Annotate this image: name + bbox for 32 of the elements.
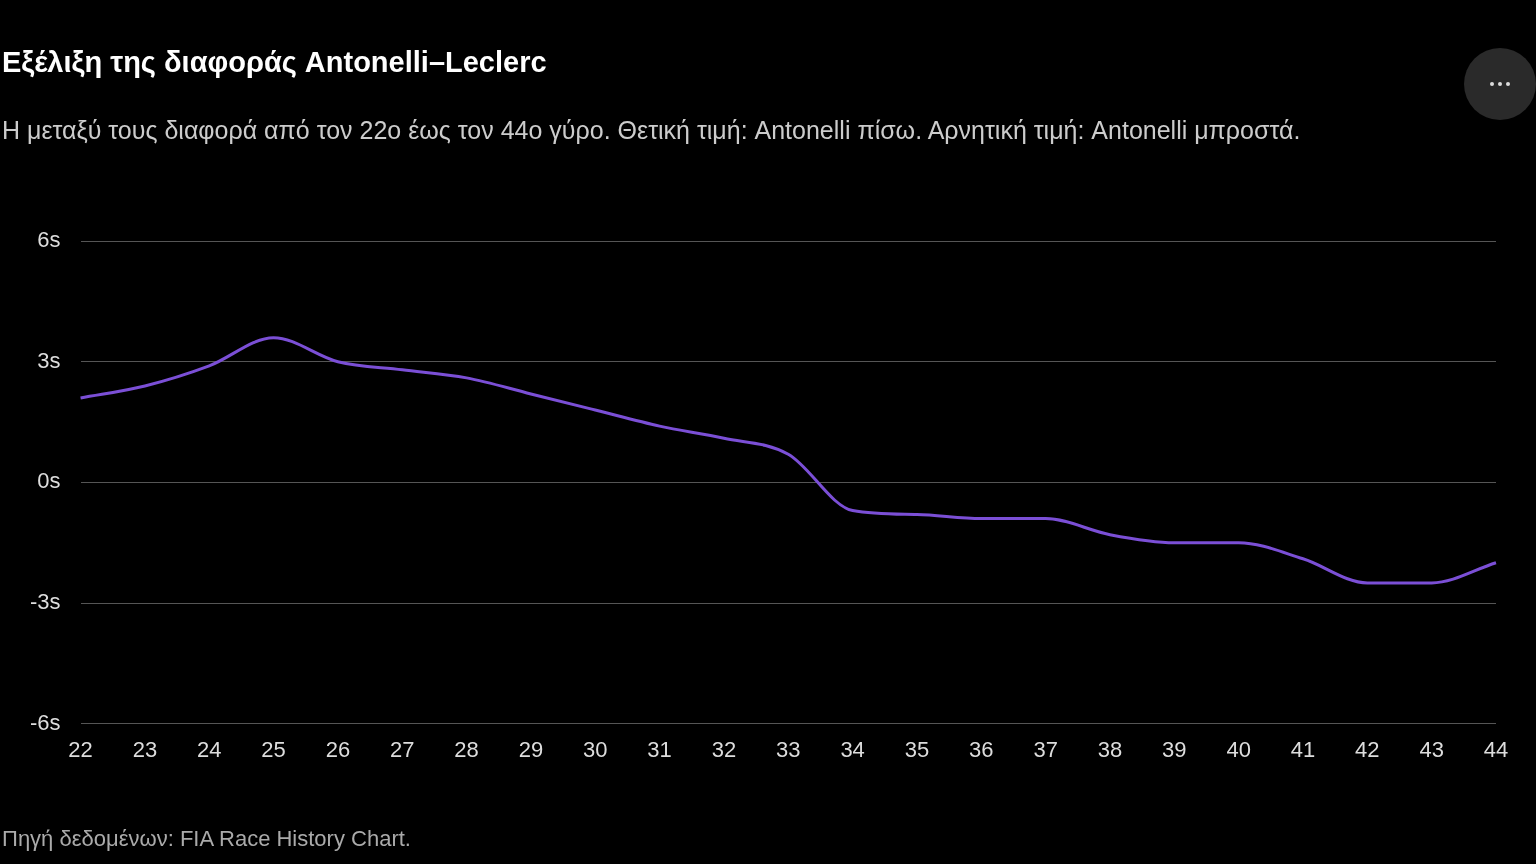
y-tick-label: 3s — [37, 347, 61, 373]
x-tick-label: 29 — [518, 736, 544, 762]
y-tick-label: 6s — [37, 227, 61, 253]
x-tick-label: 41 — [1290, 736, 1316, 762]
x-tick-label: 39 — [1162, 736, 1187, 762]
x-tick-label: 40 — [1226, 736, 1251, 762]
x-tick-label: 28 — [454, 736, 479, 762]
x-tick-label: 35 — [904, 736, 930, 762]
x-tick-label: 42 — [1355, 736, 1380, 762]
x-tick-label: 33 — [776, 736, 801, 762]
x-tick-label: 43 — [1419, 736, 1444, 762]
y-tick-label: -3s — [30, 589, 61, 615]
x-tick-label: 32 — [711, 736, 737, 762]
x-tick-label: 27 — [390, 736, 415, 762]
x-tick-label: 26 — [325, 736, 351, 762]
x-tick-label: 36 — [969, 736, 994, 762]
x-tick-label: 24 — [197, 736, 222, 762]
x-tick-label: 38 — [1097, 736, 1123, 762]
text: Πηγή δεδομένων: FIA Race History Chart. — [2, 826, 411, 852]
x-tick-label: 37 — [1033, 736, 1058, 762]
x-tick-label: 25 — [261, 736, 286, 762]
x-tick-label: 23 — [132, 736, 158, 762]
x-tick-label: 44 — [1483, 736, 1509, 762]
chart-subtitle: Η μεταξύ τους διαφορά από τον 22ο έως τον 44ο γύρο. Θετική τιμή: Antonelli πίσω. Αρνητική τιμή: Antonelli μπροστά. — [2, 115, 1302, 146]
line-series — [79, 336, 1498, 585]
y-tick-label: 0s — [37, 468, 61, 494]
x-tick-label: 30 — [583, 736, 608, 762]
chart-title: Εξέλιξη της διαφοράς Antonelli–Leclerc — [2, 46, 547, 79]
y-tick-label: -6s — [30, 709, 61, 735]
x-tick-label: 22 — [68, 736, 93, 762]
x-tick-label: 31 — [647, 736, 672, 762]
x-tick-label: 34 — [840, 736, 865, 762]
